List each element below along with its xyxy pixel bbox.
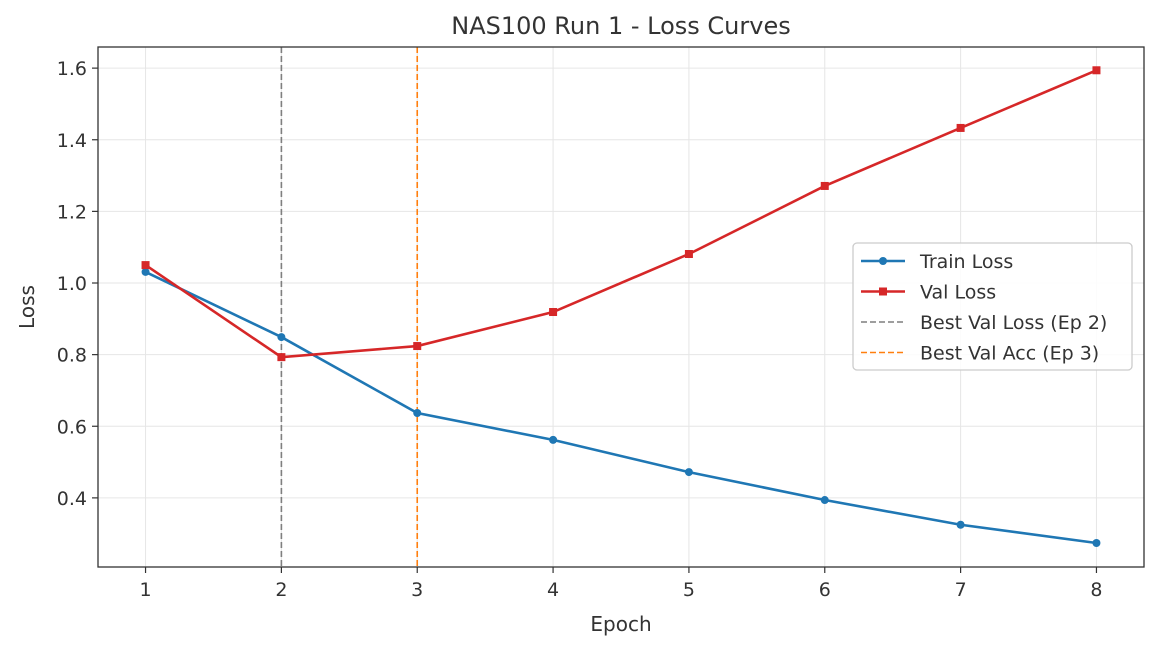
train-loss-point (413, 409, 422, 418)
val-loss-point (684, 249, 693, 258)
chart-title: NAS100 Run 1 - Loss Curves (451, 12, 790, 40)
legend-label: Best Val Acc (Ep 3) (920, 343, 1099, 365)
train-loss-point (549, 435, 558, 444)
val-loss-point (956, 123, 965, 132)
plot-frame (97, 46, 1145, 568)
val-loss-point (277, 353, 286, 362)
y-tick-label: 1.6 (57, 58, 87, 80)
y-tick-label: 1.2 (57, 201, 87, 223)
legend-label: Train Loss (919, 251, 1013, 273)
x-tick-label: 4 (547, 579, 559, 601)
val-loss-point (820, 181, 829, 190)
x-tick-label: 1 (139, 579, 151, 601)
train-loss-point (820, 496, 829, 505)
val-loss-point (141, 261, 150, 270)
y-tick-label: 1.0 (57, 273, 87, 295)
x-tick-label: 2 (275, 579, 287, 601)
train-loss-point (141, 267, 150, 276)
y-tick-label: 0.8 (57, 345, 87, 367)
train-loss-point (277, 333, 286, 342)
train-loss-point (956, 520, 965, 529)
y-tick-label: 0.6 (57, 416, 87, 438)
val-loss-point (1092, 66, 1101, 75)
x-tick-label: 7 (955, 579, 967, 601)
legend-label: Best Val Loss (Ep 2) (920, 312, 1107, 334)
x-tick-label: 8 (1090, 579, 1102, 601)
val-loss-point (413, 342, 422, 351)
train-loss-line (144, 270, 1097, 545)
train-loss-point (1092, 539, 1101, 548)
legend: Train Loss Val Loss Best Val Loss (Ep 2) Be… (852, 242, 1133, 371)
x-tick-label: 5 (683, 579, 695, 601)
x-axis-label: Epoch (590, 612, 651, 636)
x-tick-label: 3 (411, 579, 423, 601)
legend-marker (879, 257, 887, 265)
train-loss-point (684, 468, 693, 477)
legend-box (852, 242, 1133, 371)
y-tick-label: 0.4 (57, 488, 87, 510)
legend-label: Val Loss (920, 282, 996, 304)
val-loss-point (549, 308, 558, 317)
val-loss-line (144, 69, 1097, 359)
legend-marker (879, 287, 887, 296)
x-tick-label: 6 (819, 579, 831, 601)
y-tick-label: 1.4 (57, 130, 87, 152)
y-axis-label: Loss (15, 285, 39, 329)
